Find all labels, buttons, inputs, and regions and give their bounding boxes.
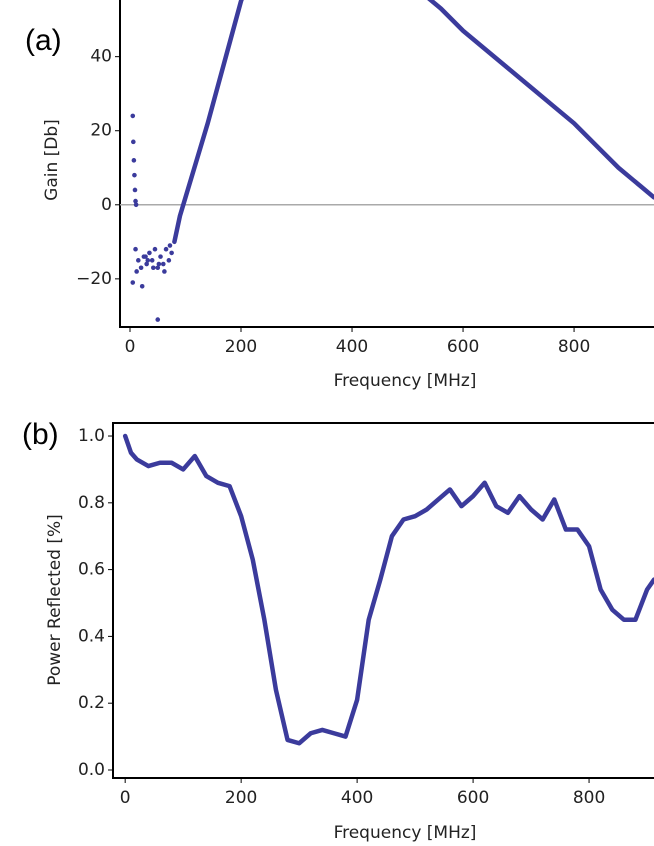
y-tick-label: 0	[101, 195, 112, 215]
plot-frame	[112, 422, 654, 779]
data-point	[131, 139, 136, 145]
data-point	[130, 113, 136, 119]
data-point	[132, 172, 137, 178]
x-tick-label: 600	[447, 337, 479, 357]
y-tick-label: 40	[90, 47, 112, 67]
y-tick-label: 1.0	[78, 426, 105, 446]
x-axis-label: Frequency [MHz]	[334, 823, 477, 843]
x-tick-label: 800	[573, 788, 605, 808]
data-line	[172, 0, 244, 245]
data-point	[143, 254, 148, 259]
y-tick-label: 0.0	[78, 760, 105, 780]
data-point	[152, 246, 158, 252]
x-tick-label: 0	[125, 337, 136, 357]
y-tick-label: 0.4	[78, 626, 105, 646]
data-line	[122, 433, 654, 746]
data-point	[134, 269, 139, 274]
y-tick-label: 0.8	[78, 493, 105, 513]
x-tick-label: 0	[120, 788, 131, 808]
plot-frame	[119, 0, 654, 328]
data-point	[136, 258, 141, 263]
data-point	[132, 187, 138, 193]
y-tick-label: 0.2	[78, 693, 105, 713]
data-point	[145, 258, 151, 263]
data-point	[169, 250, 174, 256]
y-tick-label: −20	[76, 269, 112, 289]
panel-label: (b)	[22, 418, 59, 451]
x-tick-label: 200	[225, 788, 257, 808]
data-point	[139, 283, 145, 289]
y-axis-label: Power Reflected [%]	[45, 514, 65, 686]
data-point	[151, 265, 156, 271]
x-axis-label: Frequency [MHz]	[334, 371, 477, 391]
x-tick-label: 200	[225, 337, 257, 357]
data-line	[427, 0, 654, 200]
data-point	[167, 243, 173, 248]
panel-label: (a)	[25, 24, 62, 57]
data-point	[149, 258, 155, 263]
data-point	[155, 317, 161, 322]
data-point	[158, 254, 163, 259]
data-point	[130, 280, 136, 285]
data-point	[163, 246, 169, 252]
data-point	[133, 198, 138, 204]
data-point	[156, 261, 162, 267]
data-point	[155, 265, 161, 271]
x-tick-label: 600	[457, 788, 489, 808]
x-tick-label: 800	[558, 337, 590, 357]
data-point	[131, 158, 137, 163]
x-tick-label: 400	[336, 337, 368, 357]
data-point	[166, 258, 172, 263]
data-point	[147, 250, 152, 256]
data-point	[162, 269, 167, 274]
y-axis-label: Gain [Db]	[42, 119, 62, 201]
x-tick-label: 400	[341, 788, 373, 808]
data-point	[133, 202, 139, 208]
data-point	[160, 261, 166, 267]
y-tick-label: 20	[90, 121, 112, 141]
data-point	[138, 265, 144, 271]
y-tick-label: 0.6	[78, 560, 105, 580]
data-point	[144, 261, 149, 267]
data-point	[133, 246, 138, 252]
